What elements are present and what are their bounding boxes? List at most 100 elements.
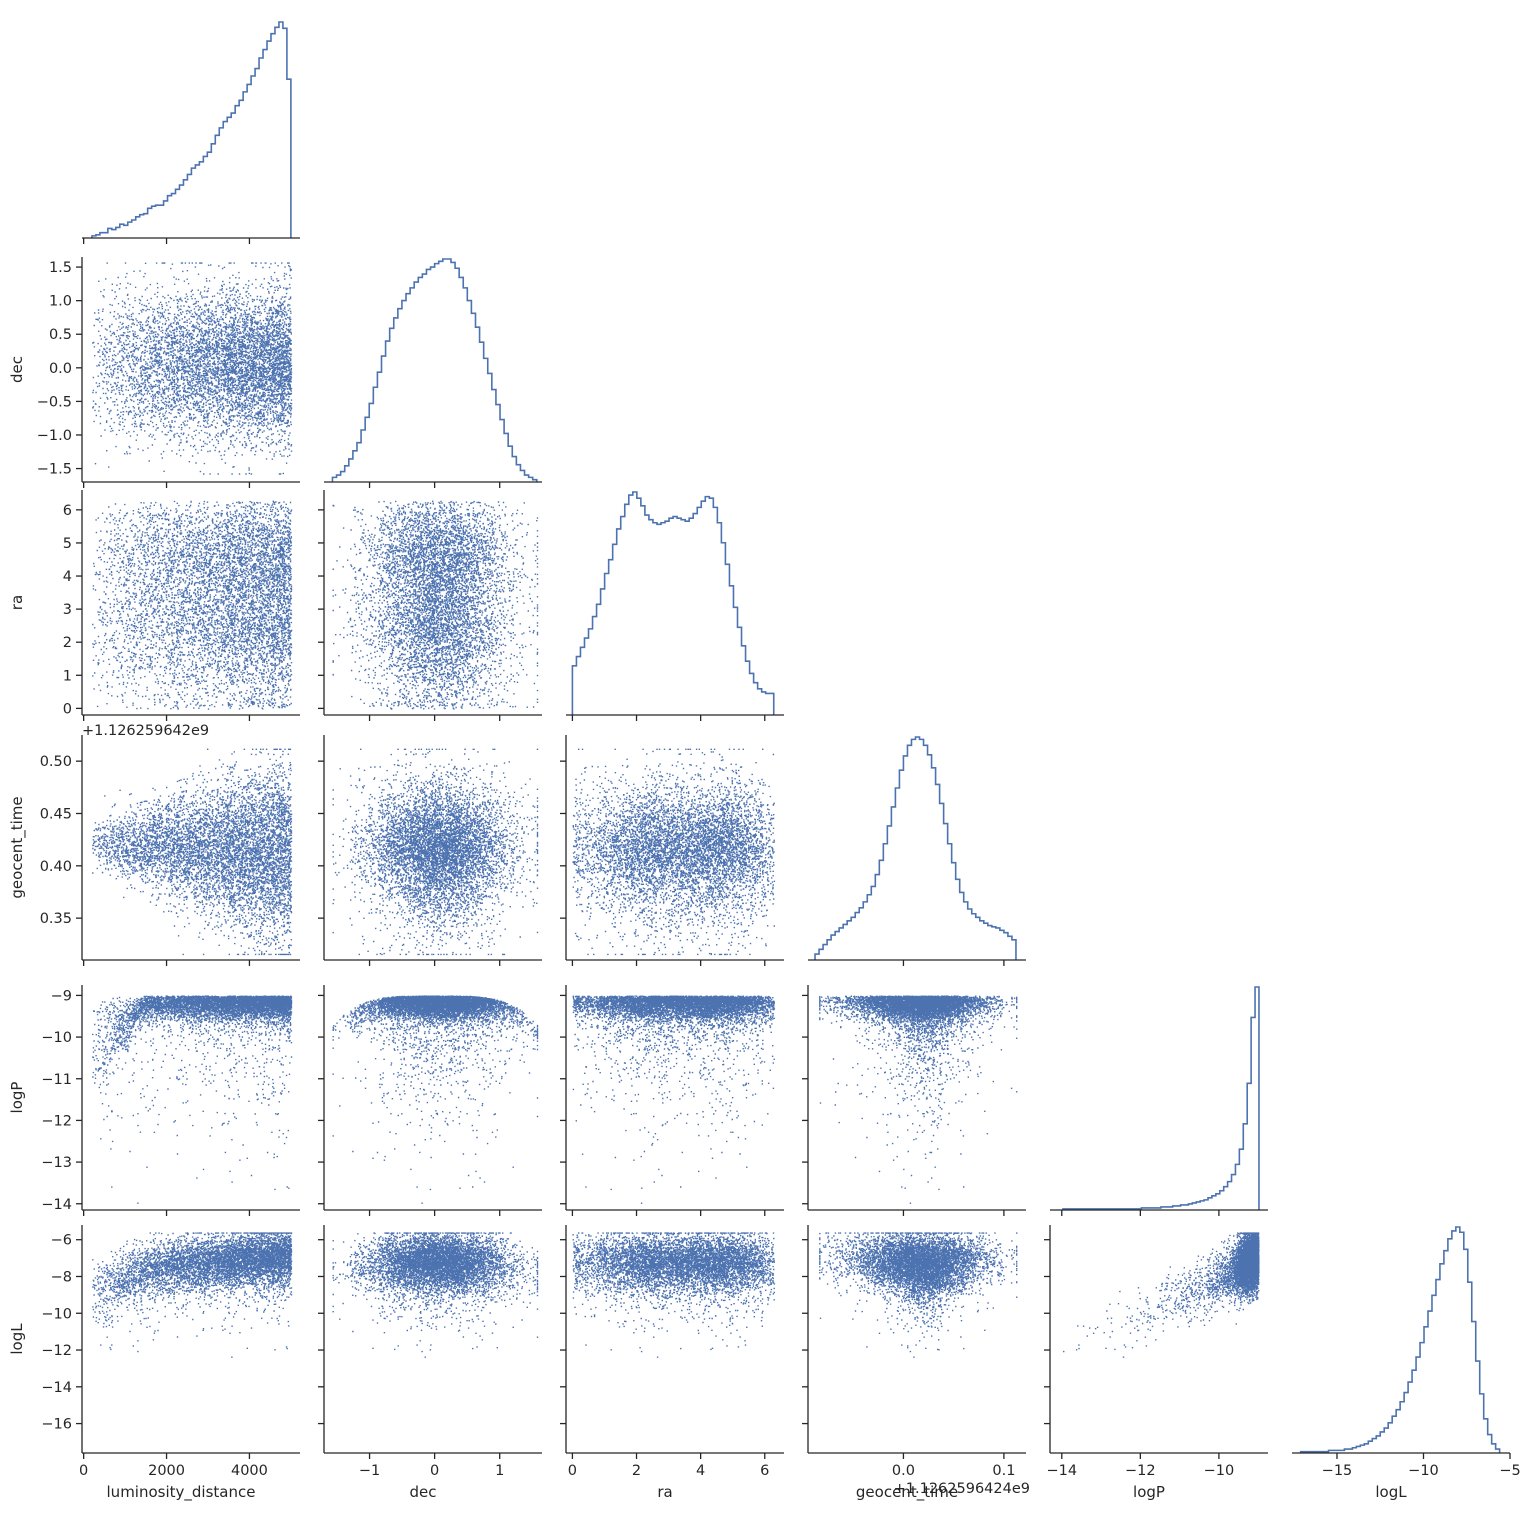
y-tick-label: 0.0 bbox=[49, 361, 72, 377]
y-tick-label: −0.5 bbox=[37, 394, 72, 410]
y-tick-label: 6 bbox=[63, 503, 72, 519]
y-tick-label: 2 bbox=[63, 635, 72, 651]
x-tick-label: −15 bbox=[1322, 1463, 1353, 1479]
y-tick-label: −6 bbox=[51, 1233, 72, 1249]
x-tick-label: 0 bbox=[79, 1463, 88, 1479]
panel-geocent_time-vs-luminosity_distance: 0.35 0.40 0.45 0.50 bbox=[40, 735, 300, 966]
panel-logP-vs-ra bbox=[560, 985, 784, 1216]
scatter-logP-vs-luminosity_distance bbox=[92, 995, 293, 1204]
x-tick-label: −12 bbox=[1125, 1463, 1156, 1479]
y-tick-label: −8 bbox=[51, 1269, 72, 1285]
y-axis-label-geocent_time: geocent_time bbox=[8, 796, 27, 898]
x-tick-label: 0.1 bbox=[992, 1463, 1015, 1479]
y-tick-label: −1.5 bbox=[37, 462, 72, 478]
x-axis-label-geocent_time: geocent_time bbox=[856, 1483, 958, 1502]
y-tick-label: 0.50 bbox=[40, 754, 72, 770]
panel-geocent_time-vs-ra bbox=[560, 735, 784, 966]
histogram-dec bbox=[331, 258, 538, 482]
y-axis-label-ra: ra bbox=[8, 595, 26, 610]
panel-logP-vs-dec bbox=[318, 985, 542, 1216]
scatter-logP-vs-geocent_time bbox=[819, 995, 1018, 1204]
x-tick-label: 4000 bbox=[231, 1463, 268, 1479]
x-tick-label: −1 bbox=[359, 1463, 380, 1479]
y-axis-label-dec: dec bbox=[8, 356, 26, 383]
panel-ra-vs-luminosity_distance: 0 1 2 3 4 5 6 bbox=[63, 490, 300, 721]
scatter-logL-vs-logP bbox=[1063, 1232, 1260, 1358]
x-axis-label-luminosity_distance: luminosity_distance bbox=[107, 1483, 256, 1502]
scatter-logL-vs-luminosity_distance bbox=[92, 1232, 293, 1358]
scatter-ra-vs-luminosity_distance bbox=[92, 500, 293, 710]
y-tick-label: −11 bbox=[41, 1072, 72, 1088]
x-tick-label: 2000 bbox=[148, 1463, 185, 1479]
y-tick-label: 0.45 bbox=[40, 806, 72, 822]
scatter-logL-vs-ra bbox=[572, 1232, 776, 1358]
y-tick-label: −16 bbox=[41, 1417, 72, 1433]
y-tick-label: 0 bbox=[63, 701, 72, 717]
histogram-logL bbox=[1299, 1226, 1501, 1453]
x-tick-label: 0 bbox=[568, 1463, 577, 1479]
scatter-geocent_time-vs-ra bbox=[572, 748, 776, 956]
panel-logL-vs-logL: −15 −10 −5 bbox=[1292, 1226, 1521, 1479]
panel-dec-vs-luminosity_distance: −1.5 −1.0 −0.5 0.0 0.5 1.0 1.5 bbox=[37, 257, 300, 488]
panel-logL-vs-ra: 0 2 4 6 bbox=[560, 1225, 784, 1479]
scatter-logL-vs-dec bbox=[332, 1232, 539, 1358]
histogram-geocent_time bbox=[814, 736, 1017, 960]
panel-logP-vs-logP bbox=[1050, 986, 1268, 1216]
panel-luminosity_distance-vs-luminosity_distance bbox=[82, 21, 300, 244]
y-tick-label: −9 bbox=[51, 988, 72, 1004]
y-tick-label: 1.5 bbox=[49, 260, 72, 276]
x-axis-label-logL: logL bbox=[1375, 1483, 1407, 1501]
x-tick-label: 4 bbox=[696, 1463, 705, 1479]
panel-geocent_time-vs-dec bbox=[318, 735, 542, 966]
x-tick-label: 6 bbox=[760, 1463, 769, 1479]
y-tick-label: −10 bbox=[41, 1306, 72, 1322]
x-axis-label-logP: logP bbox=[1133, 1483, 1165, 1501]
panel-logL-vs-dec: −1 0 1 bbox=[318, 1225, 542, 1479]
y-tick-label: −12 bbox=[41, 1343, 72, 1359]
x-tick-label: −10 bbox=[1408, 1463, 1439, 1479]
panel-logL-vs-logP: −14 −12 −10 bbox=[1044, 1225, 1268, 1479]
scatter-geocent_time-vs-dec bbox=[332, 748, 539, 956]
scatter-ra-vs-dec bbox=[332, 500, 539, 710]
y-tick-label: 3 bbox=[63, 602, 72, 618]
x-tick-label: −5 bbox=[1499, 1463, 1520, 1479]
y-tick-label: 5 bbox=[63, 536, 72, 552]
panel-ra-vs-ra bbox=[566, 491, 784, 721]
scatter-geocent_time-vs-luminosity_distance bbox=[92, 748, 293, 956]
y-tick-label: −10 bbox=[41, 1030, 72, 1046]
x-tick-label: −10 bbox=[1204, 1463, 1235, 1479]
y-tick-label: −1.0 bbox=[37, 428, 72, 444]
y-axis-label-logL: logL bbox=[8, 1323, 26, 1355]
y-tick-label: 0.5 bbox=[49, 327, 72, 343]
panel-ra-vs-dec bbox=[318, 490, 542, 721]
panel-logL-vs-luminosity_distance: −16 −14 −12 −10 −8 −6 0 2000 4000 bbox=[41, 1225, 300, 1479]
geocent-x-offset-text: +1.1262596424e9 bbox=[894, 1481, 1030, 1497]
x-tick-label: 1 bbox=[495, 1463, 504, 1479]
scatter-logP-vs-ra bbox=[572, 995, 776, 1204]
histogram-ra bbox=[571, 491, 775, 715]
y-axis-label-logP: logP bbox=[8, 1082, 26, 1114]
scatter-dec-vs-luminosity_distance bbox=[92, 262, 293, 475]
y-tick-label: −14 bbox=[41, 1197, 72, 1213]
y-tick-label: −13 bbox=[41, 1155, 72, 1171]
y-tick-label: 1 bbox=[63, 668, 72, 684]
y-tick-label: −14 bbox=[41, 1380, 72, 1396]
x-tick-label: 0.0 bbox=[892, 1463, 915, 1479]
panel-logL-vs-geocent_time: 0.0 0.1 bbox=[802, 1225, 1026, 1479]
scatter-logL-vs-geocent_time bbox=[819, 1232, 1018, 1358]
panel-logP-vs-luminosity_distance: −14 −13 −12 −11 −10 −9 bbox=[41, 985, 300, 1216]
y-tick-label: 4 bbox=[63, 569, 72, 585]
scatter-logP-vs-dec bbox=[332, 995, 539, 1204]
x-tick-label: 0 bbox=[430, 1463, 439, 1479]
panel-geocent_time-vs-geocent_time bbox=[808, 736, 1026, 966]
y-tick-label: 0.40 bbox=[40, 859, 72, 875]
x-axis-label-ra: ra bbox=[657, 1483, 672, 1501]
x-tick-label: −14 bbox=[1046, 1463, 1077, 1479]
y-tick-label: 0.35 bbox=[40, 911, 72, 927]
y-tick-label: 1.0 bbox=[49, 294, 72, 310]
y-tick-label: −12 bbox=[41, 1113, 72, 1129]
x-axis-label-dec: dec bbox=[410, 1483, 437, 1501]
histogram-luminosity_distance bbox=[91, 21, 292, 238]
panel-logP-vs-geocent_time bbox=[802, 985, 1026, 1216]
